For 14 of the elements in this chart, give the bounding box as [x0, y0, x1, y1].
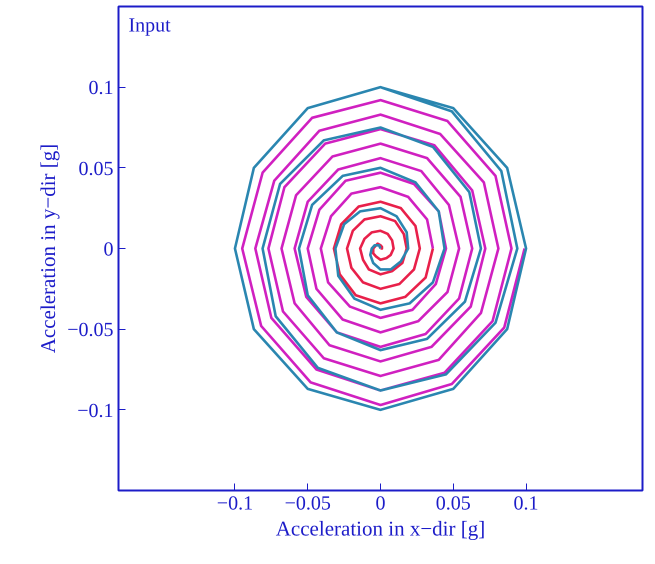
- x-tick-label: 0.1: [514, 492, 539, 514]
- x-tick-label: −0.05: [284, 492, 331, 514]
- y-tick-label: −0.05: [67, 319, 114, 342]
- y-tick-label: 0.05: [78, 158, 114, 180]
- y-tick-label: 0.1: [88, 77, 114, 100]
- x-axis-title: Acceleration in x−dir [g]: [276, 516, 486, 540]
- x-tick-label: −0.1: [216, 492, 254, 514]
- y-tick-label: 0: [104, 238, 114, 260]
- line-series: [332, 200, 434, 305]
- y-tick-label: −0.1: [77, 400, 114, 422]
- x-tick-label: 0: [376, 492, 386, 514]
- y-axis-title: Acceleration in y−dir [g]: [36, 144, 60, 354]
- annotation: Input: [128, 14, 172, 36]
- x-tick-label: 0.05: [436, 492, 471, 514]
